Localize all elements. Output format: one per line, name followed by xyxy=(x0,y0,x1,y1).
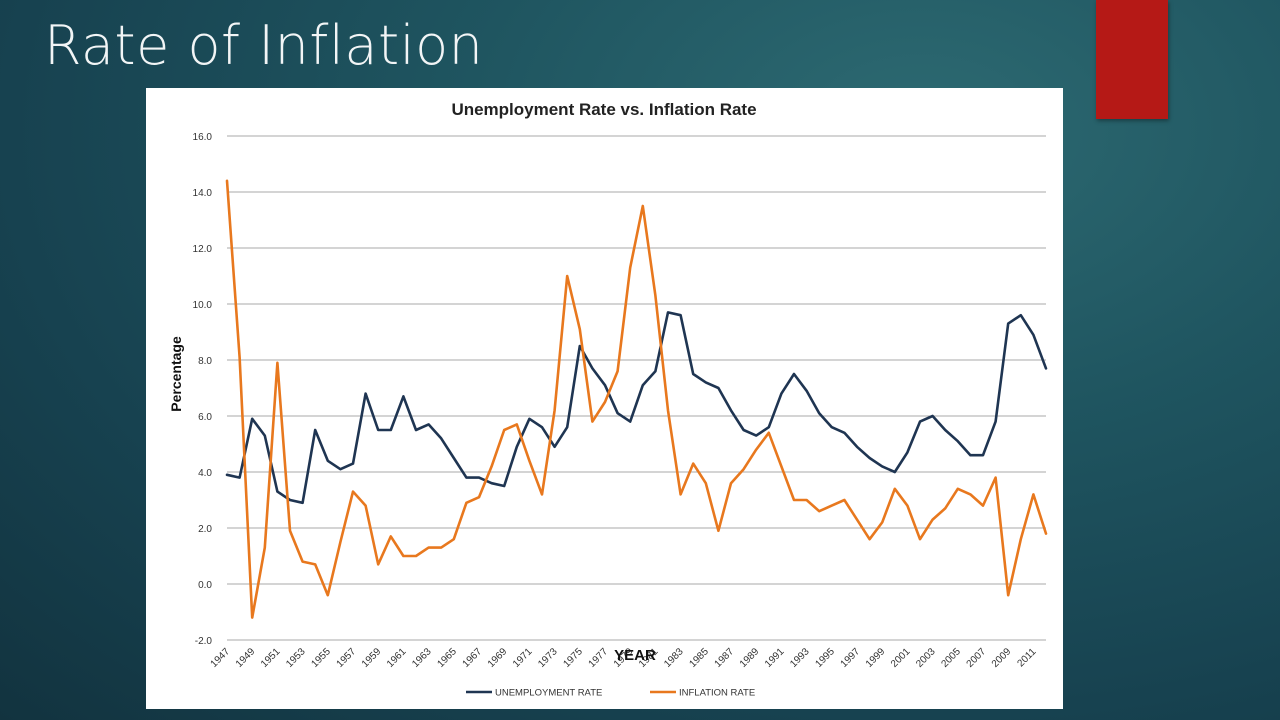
y-tick-label: 6.0 xyxy=(198,412,212,423)
x-tick-label: 2001 xyxy=(889,646,913,670)
inflation-rate-line xyxy=(225,179,1048,619)
y-tick-label: 4.0 xyxy=(198,468,212,479)
x-tick-label: 1987 xyxy=(713,646,737,670)
x-tick-label: 1997 xyxy=(839,646,863,670)
y-tick-labels: -2.0 0.0 2.0 4.0 6.0 8.0 10.0 12.0 14.0 16.0 xyxy=(193,132,213,647)
x-tick-label: 2009 xyxy=(990,646,1014,670)
accent-bar xyxy=(1096,0,1168,119)
x-tick-label: 1975 xyxy=(561,646,585,670)
legend-label: UNEMPLOYMENT RATE xyxy=(495,688,602,699)
y-tick-label: 8.0 xyxy=(198,356,212,367)
x-tick-label: 1977 xyxy=(587,646,611,670)
x-tick-label: 1967 xyxy=(461,646,485,670)
x-tick-label: 1993 xyxy=(788,646,812,670)
x-tick-label: 1973 xyxy=(536,646,560,670)
chart-title: Unemployment Rate vs. Inflation Rate xyxy=(451,100,756,119)
x-tick-label: 1999 xyxy=(864,646,888,670)
line-chart: Unemployment Rate vs. Inflation Rate -2.… xyxy=(168,100,1048,699)
x-axis-label: YEAR xyxy=(614,647,656,664)
x-tick-label: 1963 xyxy=(410,646,434,670)
y-tick-label: 10.0 xyxy=(193,300,213,311)
x-tick-label: 1947 xyxy=(209,646,233,670)
y-tick-label: 0.0 xyxy=(198,580,212,591)
y-tick-label: 16.0 xyxy=(193,132,213,143)
x-tick-label: 1985 xyxy=(687,646,711,670)
x-tick-label: 1989 xyxy=(738,646,762,670)
y-tick-label: 12.0 xyxy=(193,244,213,255)
x-tick-label: 1961 xyxy=(385,646,409,670)
x-tick-label: 1991 xyxy=(763,646,787,670)
legend-label: INFLATION RATE xyxy=(679,688,755,699)
x-tick-label: 2007 xyxy=(965,646,989,670)
x-tick-label: 2011 xyxy=(1016,646,1039,669)
x-tick-label: 1959 xyxy=(360,646,384,670)
chart-panel: Unemployment Rate vs. Inflation Rate -2.… xyxy=(146,88,1063,709)
x-tick-label: 1955 xyxy=(309,646,333,670)
x-tick-label: 1951 xyxy=(259,646,283,670)
y-tick-label: 14.0 xyxy=(193,188,213,199)
gridlines xyxy=(227,135,1046,641)
slide-title: Rate of Inflation xyxy=(44,14,484,77)
x-tick-label: 1957 xyxy=(335,646,359,670)
x-tick-label: 2005 xyxy=(939,646,963,670)
y-tick-label: -2.0 xyxy=(195,636,213,647)
x-tick-label: 1949 xyxy=(234,646,258,670)
legend: UNEMPLOYMENT RATE INFLATION RATE xyxy=(466,688,755,699)
x-tick-label: 1971 xyxy=(511,646,535,670)
x-tick-label: 1969 xyxy=(486,646,510,670)
series-lines xyxy=(225,179,1048,619)
x-tick-label: 1965 xyxy=(435,646,459,670)
y-tick-label: 2.0 xyxy=(198,524,212,535)
y-axis-label: Percentage xyxy=(168,336,184,412)
x-tick-label: 1983 xyxy=(662,646,686,670)
x-tick-label: 2003 xyxy=(914,646,938,670)
x-tick-label: 1995 xyxy=(813,646,837,670)
unemployment-rate-line xyxy=(225,311,1048,505)
x-tick-label: 1953 xyxy=(284,646,308,670)
